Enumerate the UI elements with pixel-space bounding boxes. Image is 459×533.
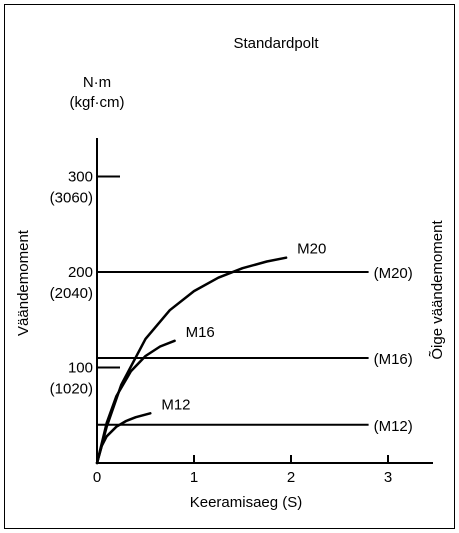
x-tick-label-0: 0 [93, 469, 101, 486]
y-unit2-label: (kgf·cm) [70, 94, 125, 111]
reference-line-label: (M12) [374, 418, 413, 435]
series-label-m16: M16 [186, 324, 215, 341]
x-axis-title: Keeramisaeg (S) [190, 494, 303, 511]
x-tick-label-3: 3 [384, 469, 392, 486]
x-tick-label-1: 1 [190, 469, 198, 486]
x-tick-label-2: 2 [287, 469, 295, 486]
y-axis-title: Väändemoment [15, 229, 32, 336]
y-tick-label-300: 300 [68, 169, 93, 186]
y2-axis-title: Õige väändemoment [429, 220, 446, 360]
y-tick-label2-100: (1020) [50, 381, 93, 398]
y-tick-label2-200: (2040) [50, 285, 93, 302]
y-tick-label-200: 200 [68, 264, 93, 281]
series-label-m20: M20 [297, 241, 326, 258]
y-tick-label2-300: (3060) [50, 190, 93, 207]
series-line-m12 [95, 412, 152, 465]
chart-frame [4, 4, 455, 529]
y-tick-label-100: 100 [68, 360, 93, 377]
y-unit-label: N·m [83, 74, 111, 91]
reference-line-label: (M16) [374, 351, 413, 368]
reference-line-label: (M20) [374, 265, 413, 282]
series-line-m16 [95, 339, 176, 465]
series-label-m12: M12 [161, 396, 190, 413]
chart-title: Standardpolt [233, 35, 319, 52]
series-line-m20 [95, 256, 288, 465]
